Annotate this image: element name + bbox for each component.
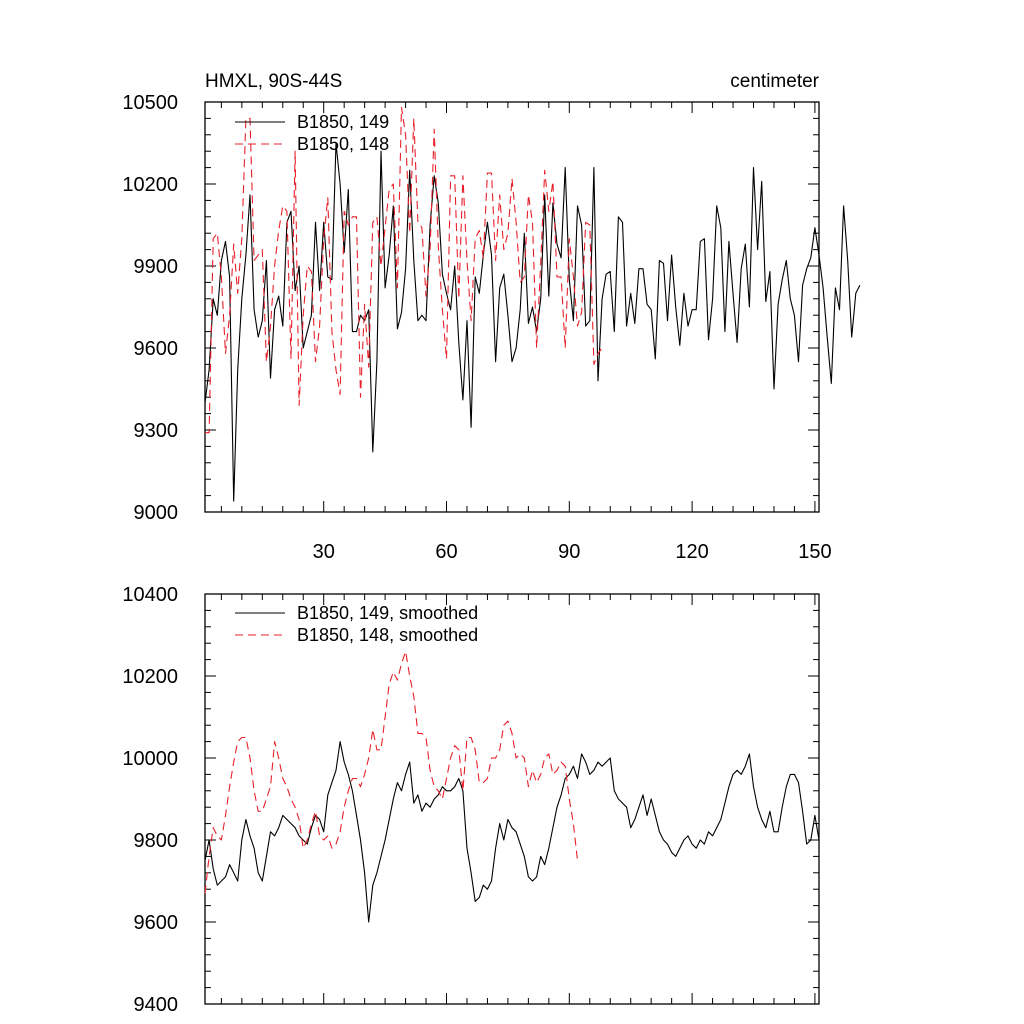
series-line-149	[204, 741, 820, 923]
bottom-legend: B1850, 149, smoothed B1850, 148, smoothe…	[235, 603, 478, 645]
series-line-148	[204, 650, 579, 894]
top-legend-label-149: B1850, 149	[297, 112, 389, 132]
top-axis-ticks: 9000 9300 9600 9900 10200 10500 30 60 90 120 150	[122, 92, 831, 563]
bottom-legend-label-148: B1850, 148, smoothed	[297, 625, 478, 645]
x-tick-label: 30	[313, 541, 335, 563]
top-title-right: centimeter	[730, 71, 819, 92]
x-tick-label: 90	[558, 541, 580, 563]
bottom-panel: 9400 9600 9800 10000 10200 10400 B1850, 149, …	[122, 584, 820, 1016]
bottom-axis-ticks: 9400 9600 9800 10000 10200 10400	[122, 584, 819, 1016]
y-tick-label: 10200	[122, 174, 178, 196]
top-title-left: HMXL, 90S-44S	[205, 71, 342, 92]
y-tick-label: 9600	[134, 912, 179, 934]
series-line-148	[205, 106, 603, 434]
top-legend: B1850, 149 B1850, 148	[235, 112, 389, 154]
y-tick-label: 9900	[134, 256, 179, 278]
bottom-legend-label-149: B1850, 149, smoothed	[297, 603, 478, 623]
y-tick-label: 9600	[134, 338, 179, 360]
x-tick-label: 60	[435, 541, 457, 563]
series-line-149	[204, 142, 861, 502]
bottom-series-group	[204, 650, 820, 923]
x-tick-label: 150	[798, 541, 831, 563]
y-tick-label: 9300	[134, 420, 179, 442]
y-tick-label: 9400	[134, 994, 179, 1016]
top-panel: HMXL, 90S-44S centimeter 9000 9300 9600 990…	[122, 71, 861, 563]
top-legend-label-148: B1850, 148	[297, 134, 389, 154]
y-tick-label: 9000	[134, 502, 179, 524]
y-tick-label: 9800	[134, 830, 179, 852]
y-tick-label: 10500	[122, 92, 178, 114]
y-tick-label: 10000	[122, 748, 178, 770]
y-tick-label: 10200	[122, 666, 178, 688]
top-series-group	[204, 106, 861, 502]
bottom-plot-frame	[204, 593, 820, 1005]
top-plot-frame	[204, 101, 820, 513]
y-tick-label: 10400	[122, 584, 178, 606]
x-tick-label: 120	[675, 541, 708, 563]
